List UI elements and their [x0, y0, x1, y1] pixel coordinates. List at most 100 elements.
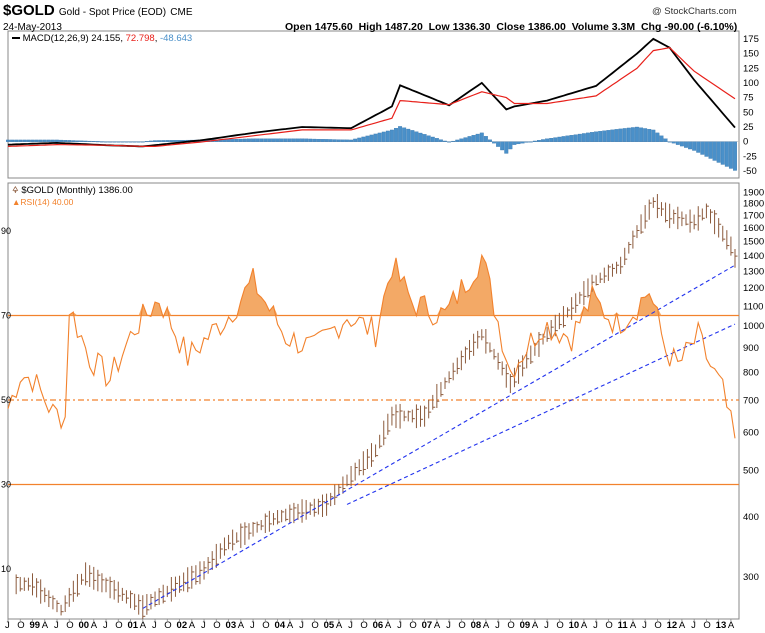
macd-y-tick-label: 50: [743, 107, 754, 118]
price-bar: [530, 345, 534, 365]
price-y-tick-label: 1800: [743, 199, 764, 210]
x-tick-label: J: [642, 620, 647, 631]
macd-histogram-bar: [242, 138, 247, 142]
x-tick-label: O: [507, 620, 514, 631]
rsi-above-70-area: [8, 255, 739, 316]
x-tick-label: O: [605, 620, 612, 631]
price-bar: [464, 346, 468, 364]
macd-histogram-bar: [381, 131, 386, 142]
price-bar: [297, 503, 301, 520]
macd-histogram-bar: [471, 135, 476, 142]
macd-histogram-bar: [728, 141, 733, 169]
macd-histogram-bar: [700, 141, 705, 155]
macd-histogram-bar: [655, 132, 660, 142]
price-bar: [611, 263, 615, 277]
price-bar: [469, 339, 473, 360]
macd-histogram-bar: [173, 140, 178, 142]
price-bar: [117, 581, 121, 603]
x-tick-label: O: [409, 620, 416, 631]
macd-histogram-bar: [46, 139, 51, 142]
macd-histogram-bar: [108, 141, 113, 143]
macd-histogram-bar: [675, 141, 680, 145]
price-bar: [640, 214, 644, 234]
macd-histogram-bar: [479, 132, 484, 142]
price-bar: [113, 579, 117, 600]
macd-histogram-bar: [684, 141, 688, 148]
price-bar: [460, 350, 464, 371]
price-bar: [281, 509, 285, 523]
macd-histogram-bar: [639, 127, 644, 142]
rsi-y-tick-label: 30: [1, 480, 11, 490]
macd-histogram-bar: [55, 139, 59, 142]
macd-histogram-bar: [422, 134, 427, 142]
price-y-tick-label: 600: [743, 428, 759, 439]
macd-histogram-bar: [492, 141, 496, 144]
x-tick-label: A: [630, 620, 637, 631]
price-bar: [481, 329, 485, 341]
macd-histogram-bar: [716, 141, 721, 163]
price-bar: [236, 532, 240, 543]
chart-title: $GOLD Gold - Spot Price (EOD) CME: [3, 2, 193, 19]
price-bar: [305, 499, 309, 520]
price-bar: [456, 357, 460, 375]
x-tick-label: 13: [716, 620, 727, 631]
price-y-tick-label: 1900: [743, 187, 764, 198]
price-bar: [56, 600, 60, 613]
macd-histogram-bar: [320, 139, 325, 142]
price-bar: [72, 580, 76, 602]
macd-histogram-bar: [312, 138, 317, 142]
macd-histogram-bar: [30, 139, 35, 142]
price-bar: [36, 578, 40, 598]
macd-histogram-bar: [79, 140, 84, 142]
macd-histogram-bar: [487, 139, 492, 142]
macd-histogram-bar: [259, 138, 264, 142]
price-bar: [346, 474, 350, 487]
macd-histogram-bar: [71, 140, 76, 142]
price-bar: [158, 588, 162, 606]
macd-histogram-bar: [443, 140, 447, 142]
macd-histogram-bar: [340, 139, 345, 142]
x-tick-label: A: [238, 620, 245, 631]
macd-histogram-bar: [169, 140, 174, 142]
x-tick-label: J: [54, 620, 59, 631]
price-bar: [375, 444, 379, 458]
price-bar: [371, 443, 374, 467]
price-bar: [256, 521, 260, 533]
macd-lines: [7, 37, 736, 148]
macd-histogram-bar: [132, 141, 137, 143]
macd-histogram-bar: [394, 128, 398, 142]
macd-histogram-bar: [324, 139, 329, 142]
x-axis-ticks: J O 99 A J O 00 A J O 01 A J O 02 A J O 03 A J O 04 A J O 05 A J O 06 A…: [5, 619, 735, 631]
price-bar: [162, 584, 166, 604]
macd-histogram-bar: [67, 140, 72, 142]
price-bar: [616, 261, 620, 274]
price-bar: [415, 404, 419, 429]
x-tick-label: 08: [471, 620, 482, 631]
macd-histogram-bar: [369, 134, 374, 142]
price-bar: [652, 197, 656, 208]
x-tick-label: J: [5, 620, 10, 631]
price-bar: [260, 520, 264, 531]
macd-legend: MACD(12,26,9) 24.155, 72.798, -48.643: [12, 33, 195, 45]
macd-histogram-bar: [296, 138, 300, 142]
price-bar: [150, 594, 154, 610]
macd-histogram-bar: [528, 141, 533, 143]
macd-histogram-bar: [14, 139, 19, 142]
price-bar: [722, 225, 726, 242]
price-bar: [134, 593, 138, 610]
price-bar: [587, 278, 591, 298]
price-bar: [485, 329, 489, 354]
x-tick-label: 11: [618, 620, 629, 631]
price-y-tick-label: 1300: [743, 266, 764, 277]
price-bar: [440, 382, 444, 397]
price-bar: [317, 498, 321, 515]
price-bar: [179, 575, 183, 593]
macd-histogram-bar: [602, 130, 607, 142]
price-bar: [93, 566, 97, 590]
macd-histogram-bar: [22, 139, 27, 142]
x-tick-label: J: [103, 620, 108, 631]
price-y-tick-label: 300: [743, 572, 759, 583]
x-tick-label: 00: [79, 620, 90, 631]
ohlc-summary: Open 1475.60 High 1487.20 Low 1336.30 Cl…: [285, 21, 738, 33]
price-bar: [656, 194, 660, 219]
